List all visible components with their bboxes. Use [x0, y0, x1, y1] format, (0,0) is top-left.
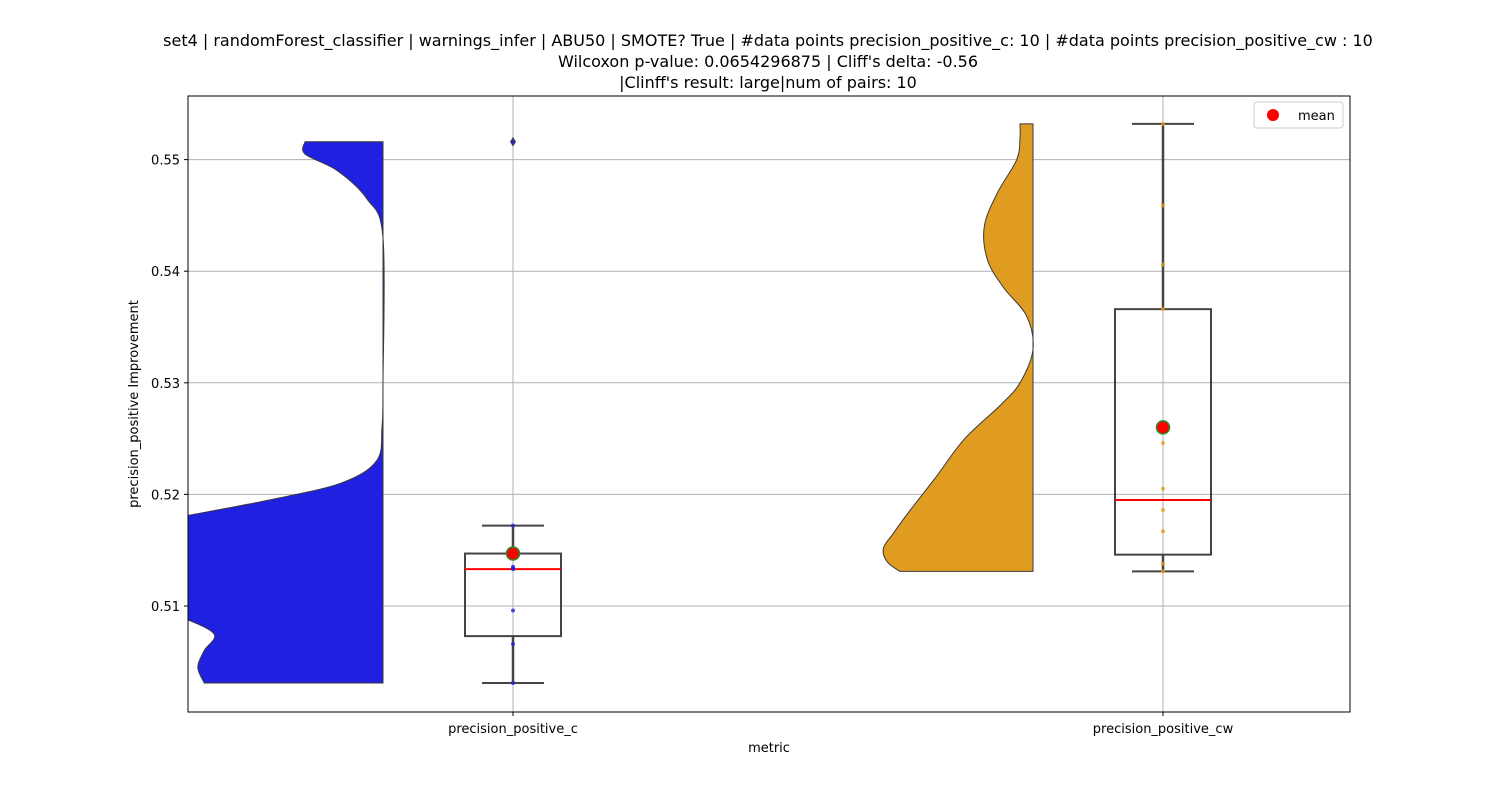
violin-layer: [188, 123, 1034, 684]
data-point: [1161, 203, 1165, 208]
data-point: [1161, 561, 1165, 566]
data-point: [1161, 486, 1165, 491]
x-tick-label: precision_positive_c: [448, 722, 578, 737]
x-tick-label: precision_positive_cw: [1093, 722, 1234, 737]
data-point: [1161, 569, 1165, 574]
point-layer: [505, 121, 1171, 685]
data-point: [511, 680, 515, 685]
violin-precision_positive_c: [188, 141, 385, 684]
data-point: [1161, 529, 1165, 534]
mean-marker: [505, 546, 521, 561]
data-point: [511, 641, 515, 646]
data-point: [511, 523, 515, 528]
box-layer: [464, 122, 1212, 684]
data-point: [1161, 262, 1165, 267]
data-point: [1161, 508, 1165, 513]
violin-precision_positive_cw: [882, 123, 1034, 572]
data-point: [511, 139, 515, 144]
y-tick-label: 0.52: [151, 488, 180, 503]
y-axis-label: precision_positive Improvement: [127, 300, 142, 508]
y-tick-label: 0.51: [151, 600, 180, 615]
data-point: [511, 564, 515, 569]
legend: mean: [1253, 101, 1344, 129]
tick-layer: 0.51 0.52 0.53 0.54 0.55 precision_positive_c…: [151, 154, 1234, 737]
legend-box: [1253, 101, 1344, 129]
title-line-1: set4 | randomForest_classifier | warning…: [163, 31, 1373, 51]
x-axis-label: metric: [748, 741, 790, 756]
data-point: [1161, 307, 1165, 312]
chart-title: set4 | randomForest_classifier | warning…: [163, 31, 1373, 92]
legend-mean-marker: [1267, 109, 1279, 121]
data-point: [511, 608, 515, 613]
title-line-3: |Clinff's result: large|num of pairs: 10: [619, 73, 917, 92]
y-tick-label: 0.53: [151, 377, 180, 392]
legend-mean-label: mean: [1298, 109, 1335, 124]
y-tick-label: 0.55: [151, 154, 180, 169]
data-point: [1161, 441, 1165, 446]
plot-frame: [187, 95, 1351, 713]
y-tick-label: 0.54: [151, 265, 180, 280]
data-point: [1161, 121, 1165, 126]
title-line-2: Wilcoxon p-value: 0.0654296875 | Cliff's…: [558, 52, 978, 71]
mean-marker: [1155, 420, 1171, 435]
